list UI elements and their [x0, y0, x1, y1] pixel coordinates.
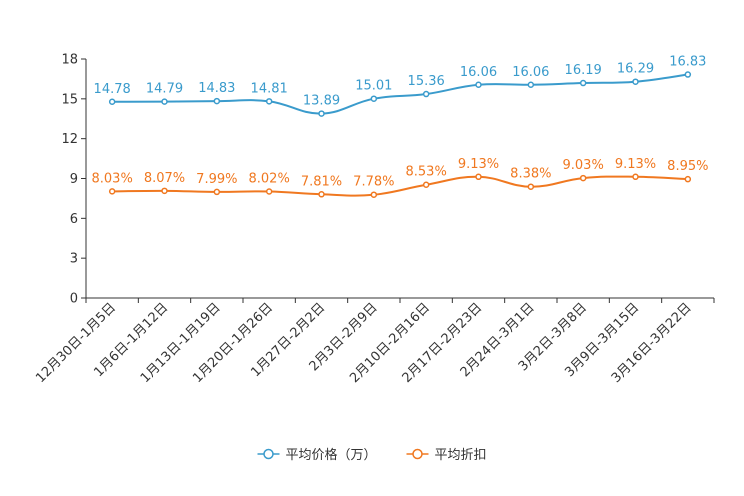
legend-label: 平均价格（万） [286, 447, 377, 463]
data-point[interactable] [527, 183, 535, 190]
y-tick-label: 12 [61, 132, 78, 147]
data-label: 9.13% [458, 157, 499, 172]
data-point[interactable] [370, 191, 378, 198]
data-label: 16.29 [617, 62, 654, 77]
data-point[interactable] [632, 173, 639, 181]
data-point[interactable] [161, 187, 168, 195]
data-label: 7.99% [196, 172, 237, 187]
data-point[interactable] [684, 71, 692, 78]
data-label: 16.06 [512, 65, 549, 80]
data-point[interactable] [108, 98, 116, 106]
data-label: 9.13% [615, 157, 656, 172]
series-lines [108, 71, 692, 198]
legend-swatch-marker [412, 448, 423, 460]
legend-item-0[interactable]: 平均价格（万） [257, 447, 377, 463]
data-point[interactable] [161, 98, 168, 105]
legend-item-1[interactable]: 平均折扣 [406, 448, 487, 463]
data-label: 7.78% [353, 175, 394, 190]
data-point[interactable] [632, 78, 639, 85]
data-label: 7.81% [301, 174, 342, 189]
series-line-0 [112, 73, 688, 115]
data-point[interactable] [265, 188, 273, 195]
data-point[interactable] [579, 79, 587, 87]
data-point[interactable] [213, 188, 221, 196]
data-label: 8.07% [144, 171, 185, 186]
data-label: 8.95% [667, 159, 708, 174]
data-label: 15.01 [355, 79, 392, 94]
data-label: 16.06 [460, 65, 497, 80]
data-point[interactable] [579, 174, 587, 182]
data-point[interactable] [318, 191, 325, 198]
data-label: 8.03% [92, 171, 133, 186]
data-point[interactable] [108, 188, 116, 195]
data-label: 8.53% [406, 165, 447, 180]
data-label: 16.19 [565, 63, 602, 78]
data-label: 8.02% [249, 172, 290, 187]
data-point[interactable] [527, 81, 535, 89]
data-label: 14.81 [251, 81, 288, 96]
data-label: 9.03% [563, 158, 604, 173]
data-point[interactable] [422, 90, 430, 98]
legend-swatch-marker [263, 448, 274, 460]
data-point[interactable] [422, 181, 430, 188]
data-label: 14.83 [198, 81, 235, 96]
legend[interactable]: 平均价格（万） 平均折扣 [257, 447, 487, 463]
legend-label: 平均折扣 [435, 448, 487, 463]
y-tick-label: 18 [61, 53, 78, 68]
y-tick-label: 9 [70, 172, 78, 187]
y-tick-label: 6 [70, 212, 78, 227]
data-point[interactable] [265, 98, 273, 105]
data-point[interactable] [318, 110, 325, 117]
y-tick-label: 15 [61, 92, 78, 107]
data-point[interactable] [370, 95, 378, 102]
data-point[interactable] [475, 81, 482, 89]
data-point[interactable] [213, 97, 221, 105]
y-tick-label: 0 [70, 292, 78, 307]
data-label: 8.38% [510, 167, 551, 182]
data-point[interactable] [684, 175, 692, 183]
data-labels: 14.78 14.79 14.83 14.81 13.89 15.01 15.36 16.06… [92, 55, 709, 190]
data-label: 16.83 [669, 55, 706, 70]
data-label: 13.89 [303, 94, 340, 109]
data-point[interactable] [475, 173, 482, 181]
data-label: 15.36 [408, 74, 445, 89]
data-label: 14.79 [146, 82, 183, 97]
series-line-1 [112, 175, 688, 197]
data-label: 14.78 [94, 82, 131, 97]
y-tick-label: 3 [70, 252, 78, 267]
